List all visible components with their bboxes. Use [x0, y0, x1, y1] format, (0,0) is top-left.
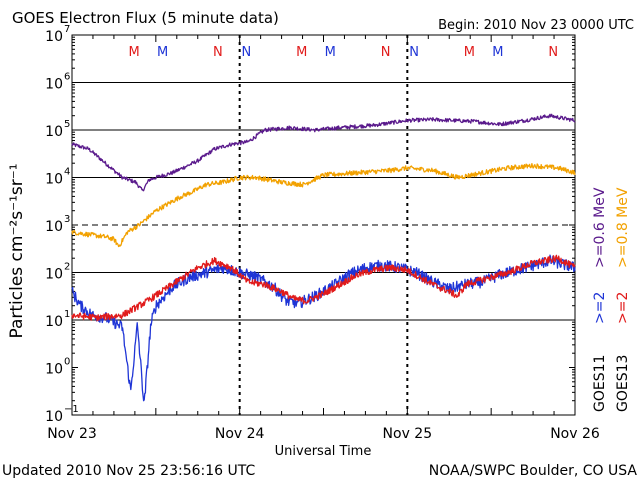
x-axis-label: Universal Time	[275, 444, 372, 459]
y-tick-exp-0: −1	[64, 404, 79, 415]
y-axis-label: Particles cm⁻²s⁻¹sr⁻¹	[7, 163, 27, 338]
y-tick-label-5: 10	[45, 172, 63, 188]
x-tick-label-3: Nov 26	[550, 426, 600, 442]
x-tick-label-0: Nov 23	[47, 426, 97, 442]
y-tick-label-7: 10	[45, 77, 63, 93]
marker-m-5: M	[325, 45, 336, 60]
y-tick-label-4: 10	[45, 219, 63, 235]
marker-n-7: N	[409, 45, 419, 60]
y-tick-exp-1: 0	[64, 357, 70, 368]
marker-m-4: M	[296, 45, 307, 60]
updated-time: Updated 2010 Nov 25 23:56:16 UTC	[2, 463, 255, 479]
y-tick-exp-3: 2	[64, 262, 70, 273]
marker-n-6: N	[381, 45, 391, 60]
y-tick-exp-7: 6	[64, 72, 70, 83]
y-tick-label-0: 10	[45, 409, 63, 425]
legend-goes11-label: GOES11	[592, 355, 608, 412]
legend-goes11-2mev: >=2	[592, 292, 608, 324]
credit: NOAA/SWPC Boulder, CO USA	[429, 463, 638, 479]
legend-goes11: GOES11 >=2 >=0.6 MeV	[592, 187, 608, 412]
y-tick-label-3: 10	[45, 267, 63, 283]
y-tick-label-2: 10	[45, 314, 63, 330]
marker-n-3: N	[242, 45, 252, 60]
marker-m-9: M	[492, 45, 503, 60]
series-line-0	[71, 113, 576, 192]
x-axis: Nov 23 Nov 24 Nov 25 Nov 26	[47, 35, 600, 442]
legend-goes13-label: GOES13	[615, 355, 631, 412]
day-separators	[238, 35, 409, 415]
y-tick-label-6: 10	[45, 124, 63, 140]
y-tick-exp-5: 4	[64, 167, 70, 178]
grid	[72, 82, 575, 321]
legend-goes11-06mev: >=0.6 MeV	[592, 187, 608, 268]
marker-m-1: M	[157, 45, 168, 60]
legend-goes13: GOES13 >=2 >=0.8 MeV	[615, 187, 631, 412]
y-tick-exp-6: 5	[64, 119, 70, 130]
marker-n-10: N	[548, 45, 558, 60]
y-tick-label-8: 10	[45, 29, 63, 45]
y-tick-label-1: 10	[45, 362, 63, 378]
begin-time: Begin: 2010 Nov 23 0000 UTC	[438, 18, 634, 33]
chart-title: GOES Electron Flux (5 minute data)	[12, 9, 279, 27]
y-tick-exp-2: 1	[64, 309, 70, 320]
marker-n-2: N	[213, 45, 223, 60]
series-line-1	[71, 162, 576, 248]
y-tick-exp-8: 7	[64, 24, 70, 35]
legend-goes13-2mev: >=2	[615, 292, 631, 324]
series-group	[71, 113, 576, 402]
series-line-3	[71, 254, 576, 322]
marker-m-8: M	[464, 45, 475, 60]
legend-goes13-08mev: >=0.8 MeV	[615, 187, 631, 268]
marker-m-0: M	[128, 45, 139, 60]
y-tick-exp-4: 3	[64, 214, 70, 225]
x-tick-label-2: Nov 25	[383, 426, 433, 442]
x-tick-label-1: Nov 24	[215, 426, 265, 442]
series-line-2	[71, 254, 576, 402]
